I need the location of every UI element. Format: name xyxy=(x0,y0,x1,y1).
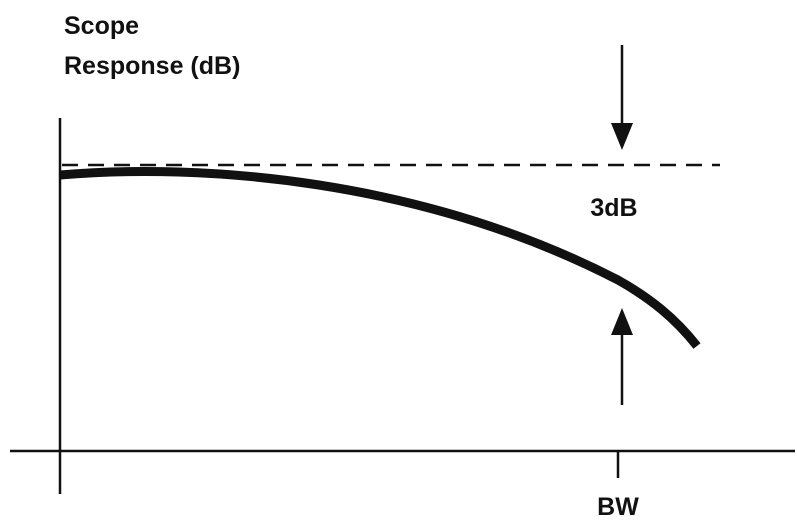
response-curve xyxy=(59,167,701,349)
attenuation-label: 3dB xyxy=(590,194,637,222)
bw-label: BW xyxy=(597,493,639,520)
y-axis-label-line2: Response (dB) xyxy=(64,52,240,80)
y-axis-label-line1: Scope xyxy=(64,12,139,40)
top-arrow xyxy=(611,45,633,150)
bottom-arrow xyxy=(611,308,633,405)
